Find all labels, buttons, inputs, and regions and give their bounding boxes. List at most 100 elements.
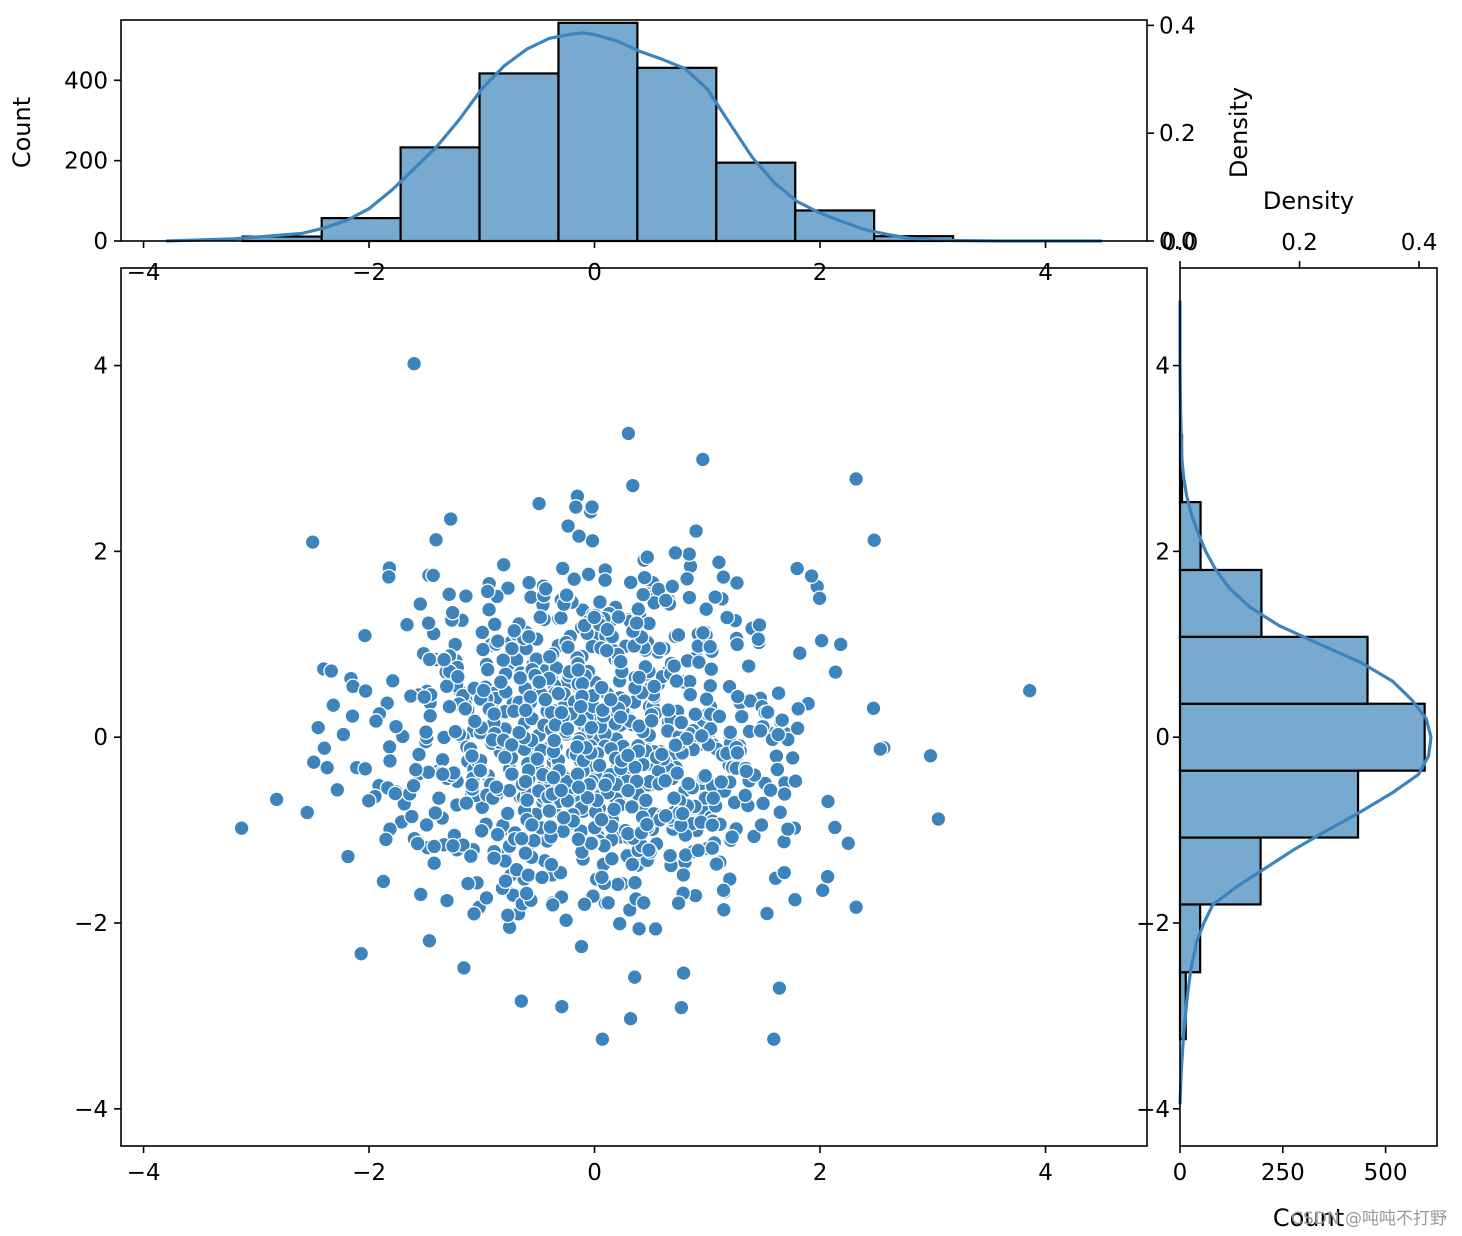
scatter-point: [521, 574, 538, 591]
scatter-point: [412, 596, 429, 612]
scatter-point: [444, 604, 461, 621]
scatter-point: [426, 855, 443, 872]
scatter-point: [746, 828, 762, 845]
scatter-point: [517, 845, 534, 862]
scatter-point: [517, 773, 534, 790]
scatter-point: [693, 727, 710, 744]
scatter-point: [513, 830, 530, 847]
scatter-point: [406, 355, 423, 372]
scatter-point: [335, 726, 352, 743]
scatter-point: [675, 866, 692, 883]
scatter-point: [603, 850, 620, 867]
scatter-point: [673, 999, 690, 1016]
scatter-point: [421, 932, 438, 949]
scatter-point: [708, 856, 725, 873]
scatter-point: [519, 792, 536, 809]
scatter-point: [409, 835, 426, 852]
scatter-point: [690, 654, 707, 671]
scatter-point: [466, 905, 482, 922]
scatter-point: [827, 664, 844, 681]
scatter-point: [522, 688, 539, 705]
marginal-y-tick-label: 0: [1155, 725, 1170, 751]
scatter-point: [704, 817, 721, 834]
marginal-x-tick-label: −4: [127, 260, 161, 286]
scatter-point: [545, 769, 562, 786]
scatter-point: [403, 808, 420, 825]
scatter-point: [600, 894, 617, 911]
scatter-point: [620, 782, 637, 799]
scatter-point: [445, 837, 461, 854]
scatter-point: [478, 889, 495, 906]
scatter-point: [762, 782, 779, 799]
scatter-point: [697, 767, 714, 784]
scatter-point: [669, 765, 686, 782]
scatter-point: [667, 737, 684, 754]
density-axis-label: Density: [1225, 87, 1253, 178]
scatter-point: [486, 850, 502, 867]
scatter-point: [666, 658, 683, 674]
scatter-point: [619, 747, 636, 764]
scatter-point: [496, 749, 513, 766]
scatter-point: [584, 532, 601, 549]
scatter-point: [820, 793, 836, 810]
scatter-point: [681, 673, 698, 690]
scatter-point: [356, 627, 373, 644]
scatter-point: [593, 679, 610, 696]
scatter-point: [690, 842, 707, 859]
scatter-point: [660, 702, 677, 718]
scatter-point: [537, 580, 554, 597]
scatter-point: [455, 959, 472, 976]
scatter-point: [826, 819, 843, 836]
scatter-point: [511, 724, 528, 741]
scatter-point: [586, 609, 603, 626]
scatter-point: [580, 566, 597, 583]
scatter-point: [460, 875, 476, 892]
scatter-point: [695, 624, 711, 641]
scatter-point: [512, 669, 529, 686]
scatter-point: [571, 528, 587, 545]
scatter-point: [832, 636, 849, 653]
count-tick-label: 0: [1173, 1160, 1188, 1186]
scatter-point: [325, 697, 342, 714]
scatter-point: [489, 633, 506, 650]
scatter-point: [705, 790, 722, 807]
joint-scatter-axes: −4 −2 0 2 4 −4 −2 0 2 4: [74, 267, 1148, 1186]
scatter-point: [375, 873, 392, 890]
scatter-point: [360, 792, 377, 809]
scatter-point: [421, 651, 438, 668]
kde-curve: [166, 31, 1102, 243]
scatter-point: [710, 554, 727, 571]
scatter-point: [439, 892, 455, 909]
scatter-point: [631, 920, 648, 937]
scatter-point: [481, 601, 498, 618]
scatter-point: [667, 544, 684, 561]
scatter-point: [698, 691, 715, 708]
scatter-point: [848, 470, 865, 487]
count-axis-label: Count: [8, 97, 36, 168]
scatter-point: [755, 795, 772, 812]
scatter-point: [787, 891, 803, 908]
scatter-point: [570, 831, 587, 848]
scatter-point: [546, 732, 563, 749]
scatter-point: [537, 691, 554, 708]
scatter-point: [811, 590, 828, 607]
scatter-point: [598, 642, 615, 659]
histogram-bar: [1178, 836, 1262, 906]
scatter-point: [570, 779, 587, 796]
scatter-point: [464, 747, 480, 764]
scatter-point: [771, 980, 788, 997]
scatter-point: [488, 779, 505, 796]
marginal-y-tick-label: −4: [1136, 1097, 1170, 1123]
scatter-point: [865, 700, 882, 717]
scatter-point: [506, 622, 523, 639]
scatter-point: [611, 915, 628, 932]
density-tick-label: 0.4: [1401, 230, 1438, 256]
scatter-point: [819, 868, 836, 885]
scatter-point: [513, 993, 530, 1010]
scatter-point: [441, 698, 458, 715]
histogram-bar: [1178, 702, 1426, 772]
scatter-point: [784, 749, 801, 766]
scatter-point: [630, 601, 647, 618]
scatter-point: [635, 586, 652, 603]
scatter-point: [609, 876, 626, 893]
